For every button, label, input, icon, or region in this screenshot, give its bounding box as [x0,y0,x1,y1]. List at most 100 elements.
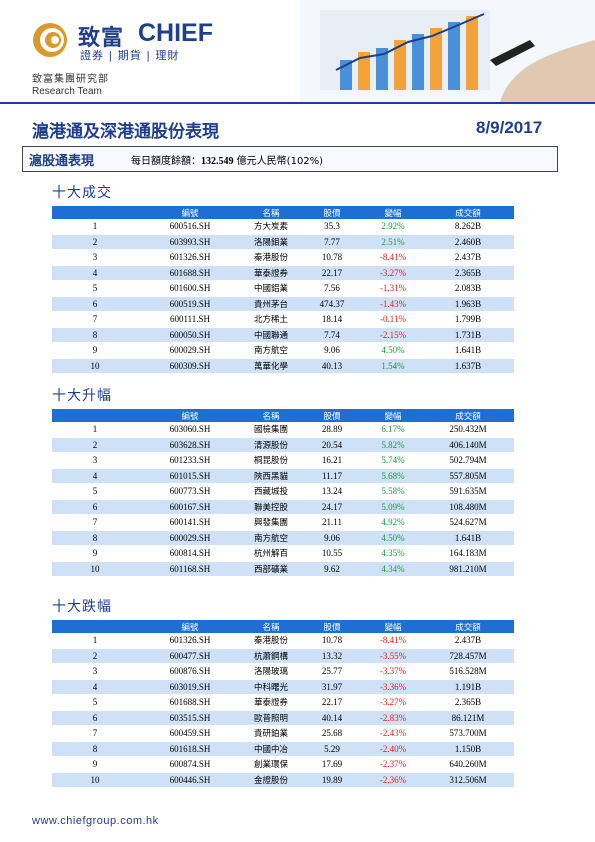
quota-text: 每日額度餘額：132.549 億元人民幣(102%) [131,152,323,167]
change-cell: 4.50% [364,342,422,359]
rank-cell: 1 [52,219,138,235]
code-cell: 603060.SH [138,422,242,438]
header-divider [0,102,595,104]
price-cell: 40.13 [300,358,364,374]
table-row: 1 603060.SH 國檢集團 28.89 6.17% 250.432M [52,422,514,438]
code-cell: 601600.SH [138,280,242,297]
change-cell: -2.15% [364,327,422,343]
code-cell: 603993.SH [138,234,242,250]
price-cell: 7.74 [300,327,364,343]
header-cell: 股價 [300,206,364,219]
brand-name-chinese: 致富 [78,26,125,51]
table-row: 7 600459.SH 貴研鉑業 25.68 -2.43% 573.700M [52,725,514,742]
turnover-cell: 2.437B [422,633,514,649]
price-cell: 25.77 [300,663,364,680]
change-cell: -8.41% [364,633,422,649]
chief-logo-icon [33,23,67,57]
rank-cell: 5 [52,483,138,500]
price-cell: 28.89 [300,422,364,438]
code-cell: 600446.SH [138,772,242,788]
price-cell: 9.06 [300,342,364,359]
code-cell: 600029.SH [138,342,242,359]
rank-cell: 10 [52,561,138,577]
change-cell: 5.09% [364,499,422,515]
rank-cell: 1 [52,633,138,649]
table-row: 8 600029.SH 南方航空 9.06 4.50% 1.641B [52,530,514,546]
name-cell: 方大炭素 [242,219,300,235]
stock-table: 編號 名稱 股價 變幅 成交額 1 600516.SH 方大炭素 35.3 2.92% 8.262B… [52,206,514,374]
name-cell: 秦港股份 [242,249,300,266]
header-cell: 股價 [300,409,364,422]
turnover-cell: 524.627M [422,514,514,531]
turnover-cell: 516.528M [422,663,514,680]
table-row: 2 600477.SH 杭蕭鋼構 13.32 -3.55% 728.457M [52,648,514,664]
change-cell: 4.92% [364,514,422,531]
table-row: 5 601688.SH 華泰證券 22.17 -3.27% 2.365B [52,694,514,711]
code-cell: 600050.SH [138,327,242,343]
change-cell: -1.31% [364,280,422,297]
rank-cell: 2 [52,234,138,250]
turnover-cell: 502.794M [422,452,514,469]
brand-name-english: CHIEF [138,19,213,47]
turnover-cell: 86.121M [422,710,514,726]
name-cell: 中國中冶 [242,741,300,757]
turnover-cell: 164.183M [422,545,514,562]
header-cell: 編號 [138,409,242,422]
rank-cell: 4 [52,679,138,695]
table-header-row: 編號 名稱 股價 變幅 成交額 [52,409,514,422]
turnover-cell: 557.805M [422,468,514,484]
name-cell: 中國聯通 [242,327,300,343]
turnover-cell: 1.799B [422,311,514,328]
name-cell: 洛陽玻璃 [242,663,300,680]
turnover-cell: 728.457M [422,648,514,664]
table-row: 1 600516.SH 方大炭素 35.3 2.92% 8.262B [52,219,514,235]
header-cell: 變幅 [364,409,422,422]
turnover-cell: 981.210M [422,561,514,577]
name-cell: 國檢集團 [242,422,300,438]
change-cell: 4.50% [364,530,422,546]
change-cell: -2.40% [364,741,422,757]
header-cell: 成交額 [422,409,514,422]
department-english: Research Team [32,86,102,97]
change-cell: -3.36% [364,679,422,695]
rank-cell: 3 [52,663,138,680]
code-cell: 600773.SH [138,483,242,500]
code-cell: 600141.SH [138,514,242,531]
name-cell: 陝西黑貓 [242,468,300,484]
price-cell: 40.14 [300,710,364,726]
rank-cell: 8 [52,530,138,546]
hero-chart-illustration [300,0,595,102]
rank-cell: 6 [52,710,138,726]
header-cell: 股價 [300,620,364,633]
header-cell-rank [52,409,138,422]
header-cell-rank [52,620,138,633]
code-cell: 600459.SH [138,725,242,742]
price-cell: 13.24 [300,483,364,500]
change-cell: -3.27% [364,694,422,711]
code-cell: 600029.SH [138,530,242,546]
price-cell: 20.54 [300,437,364,453]
table-row: 8 601618.SH 中國中冶 5.29 -2.40% 1.150B [52,741,514,757]
code-cell: 603515.SH [138,710,242,726]
table-row: 3 600876.SH 洛陽玻璃 25.77 -3.37% 516.528M [52,663,514,680]
department-chinese: 致富集團研究部 [32,74,109,85]
change-cell: 1.54% [364,358,422,374]
table-row: 9 600814.SH 杭州解百 10.55 4.35% 164.183M [52,545,514,562]
code-cell: 600111.SH [138,311,242,328]
price-cell: 9.62 [300,561,364,577]
rank-cell: 9 [52,545,138,562]
change-cell: 5.58% [364,483,422,500]
quota-value: 132.549 [201,156,234,167]
change-cell: -2.83% [364,710,422,726]
rank-cell: 5 [52,694,138,711]
turnover-cell: 2.460B [422,234,514,250]
header-cell: 編號 [138,620,242,633]
code-cell: 601015.SH [138,468,242,484]
turnover-cell: 640.260M [422,756,514,773]
name-cell: 貴研鉑業 [242,725,300,742]
change-cell: -0.11% [364,311,422,328]
footer-url[interactable]: www.chiefgroup.com.hk [32,815,159,827]
turnover-cell: 2.365B [422,265,514,281]
code-cell: 601326.SH [138,633,242,649]
price-cell: 5.29 [300,741,364,757]
